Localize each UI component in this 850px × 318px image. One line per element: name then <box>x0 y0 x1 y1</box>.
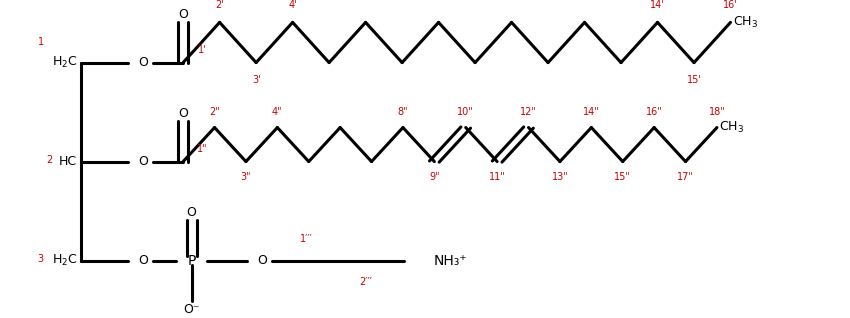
Text: O⁻: O⁻ <box>184 303 200 316</box>
Text: O: O <box>139 155 148 168</box>
Text: 14': 14' <box>650 0 665 10</box>
Text: 17": 17" <box>677 172 694 182</box>
Text: 16': 16' <box>723 0 738 10</box>
Text: 1": 1" <box>196 144 207 154</box>
Text: 2": 2" <box>209 107 220 117</box>
Text: O: O <box>187 206 196 219</box>
Text: 16": 16" <box>646 107 662 117</box>
Text: 4': 4' <box>288 0 297 10</box>
Text: O: O <box>178 107 188 120</box>
Text: 13": 13" <box>552 172 569 182</box>
Text: 2: 2 <box>46 155 52 165</box>
Text: O: O <box>258 254 267 267</box>
Text: 9": 9" <box>429 172 439 182</box>
Text: 1': 1' <box>197 45 207 55</box>
Text: H$_2$C: H$_2$C <box>52 253 77 268</box>
Text: 3: 3 <box>37 254 43 264</box>
Text: 3": 3" <box>241 172 252 182</box>
Text: 10": 10" <box>457 107 474 117</box>
Text: 3': 3' <box>252 75 260 85</box>
Text: H$_2$C: H$_2$C <box>52 55 77 70</box>
Text: 15': 15' <box>687 75 701 85</box>
Text: CH$_3$: CH$_3$ <box>733 15 758 30</box>
Text: 2': 2' <box>215 0 224 10</box>
Text: O: O <box>139 254 148 267</box>
Text: CH$_3$: CH$_3$ <box>719 120 745 135</box>
Text: 14": 14" <box>583 107 600 117</box>
Text: 1: 1 <box>37 38 43 47</box>
Text: 4": 4" <box>272 107 283 117</box>
Text: NH₃⁺: NH₃⁺ <box>434 253 468 267</box>
Text: O: O <box>139 56 148 69</box>
Text: 12": 12" <box>520 107 537 117</box>
Text: 2′′′: 2′′′ <box>359 277 372 287</box>
Text: O: O <box>178 8 188 21</box>
Text: 1′′′: 1′′′ <box>300 234 313 244</box>
Text: P: P <box>188 253 196 267</box>
Text: 15": 15" <box>615 172 632 182</box>
Text: 18": 18" <box>709 107 725 117</box>
Text: HC: HC <box>59 155 77 168</box>
Text: 11": 11" <box>489 172 506 182</box>
Text: 8": 8" <box>398 107 408 117</box>
